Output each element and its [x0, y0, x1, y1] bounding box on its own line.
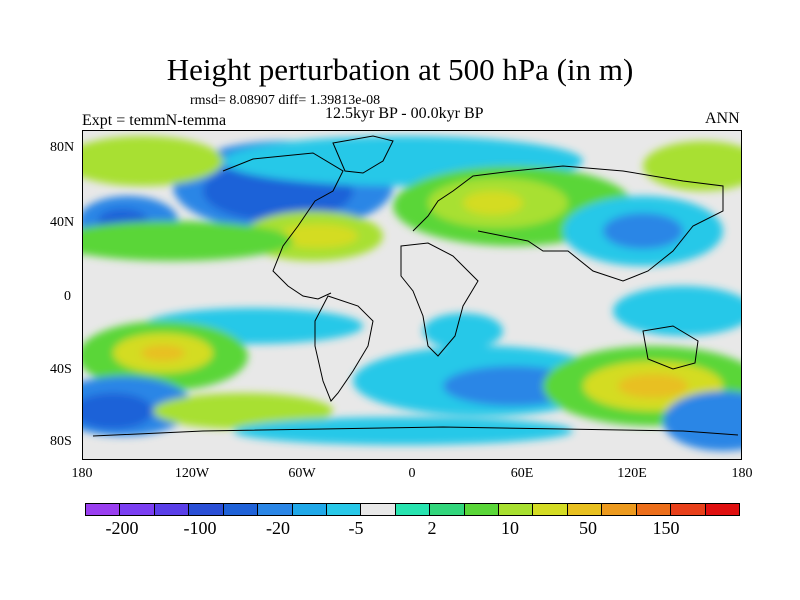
colorbar-label: -20 — [266, 518, 290, 538]
coastline-antarctica — [92, 426, 739, 437]
x-tick-label: 0 — [408, 466, 416, 481]
colorbar-swatch — [189, 504, 224, 515]
colorbar-swatch — [464, 504, 500, 515]
contour-region — [83, 136, 223, 186]
contour-fills — [83, 136, 741, 451]
colorbar-label: -200 — [105, 518, 139, 538]
colorbar-swatch — [395, 504, 431, 515]
x-tick-label: 180 — [731, 466, 753, 481]
colorbar-swatch — [223, 504, 259, 515]
colorbar-swatch — [705, 504, 740, 515]
contour-region — [233, 417, 573, 445]
x-tick-label: 120W — [174, 466, 210, 481]
x-tick-label: 180 — [71, 466, 93, 481]
colorbar-swatch — [567, 504, 603, 515]
colorbar-swatch — [533, 504, 568, 515]
colorbar-label: 50 — [579, 518, 597, 538]
coastline-australia — [642, 325, 699, 370]
x-tick-label: 120E — [617, 466, 647, 481]
colorbar-swatch — [292, 504, 327, 515]
colorbar — [85, 503, 740, 516]
y-tick-label: 80S — [50, 434, 72, 449]
colorbar-swatch — [86, 504, 121, 515]
coastline-eurasia — [412, 165, 724, 282]
colorbar-swatch — [326, 504, 362, 515]
contour-region — [278, 224, 358, 248]
contour-region — [153, 393, 333, 429]
colorbar-swatch — [258, 504, 293, 515]
coastline-africa — [400, 242, 479, 357]
map-panel — [82, 130, 742, 460]
colorbar-swatch — [120, 504, 155, 515]
colorbar-swatch — [636, 504, 672, 515]
experiment-label: Expt = temmN-temma — [82, 112, 227, 129]
contour-region — [618, 374, 688, 398]
colorbar-label: -100 — [183, 518, 217, 538]
colorbar-swatch — [602, 504, 637, 515]
y-tick-label: 40N — [50, 215, 75, 230]
colorbar-label: 10 — [501, 518, 519, 538]
contour-region — [83, 221, 293, 261]
y-tick-label: 80N — [50, 140, 75, 155]
colorbar-label: 150 — [652, 518, 680, 538]
contour-region — [141, 345, 185, 361]
time-subtitle: 12.5kyr BP - 00.0kyr BP — [325, 105, 484, 122]
colorbar-swatch — [154, 504, 190, 515]
map-canvas — [83, 131, 741, 459]
contour-region — [603, 213, 683, 249]
colorbar-swatch — [671, 504, 706, 515]
y-tick-label: 40S — [50, 362, 72, 377]
contour-region — [423, 313, 503, 349]
season-label: ANN — [705, 110, 740, 127]
colorbar-swatch — [430, 504, 465, 515]
rmsd-stats: rmsd= 8.08907 diff= 1.39813e-08 — [190, 93, 381, 108]
colorbar-label: -5 — [348, 518, 364, 538]
chart-title: Height perturbation at 500 hPa (in m) — [166, 52, 634, 87]
coastlines — [92, 135, 739, 437]
contour-region — [613, 286, 741, 336]
colorbar-label: 2 — [427, 518, 437, 538]
x-tick-label: 60E — [510, 466, 534, 481]
contour-region — [83, 393, 153, 429]
colorbar-swatch — [499, 504, 534, 515]
coastline-north-america — [222, 152, 344, 300]
y-tick-label: 0 — [64, 289, 71, 304]
colorbar-swatch — [361, 504, 396, 515]
contour-region — [663, 391, 741, 451]
contour-region — [463, 191, 523, 215]
x-tick-label: 60W — [288, 466, 316, 481]
coastline-greenland — [332, 135, 394, 174]
coastline-south-america — [314, 295, 374, 402]
